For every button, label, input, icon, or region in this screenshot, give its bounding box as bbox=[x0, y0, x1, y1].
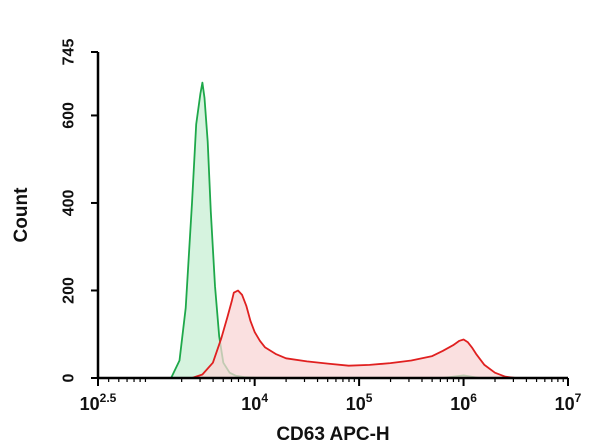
y-axis-title: Count bbox=[11, 187, 32, 243]
x-ticks: 102.5 104 105 106 107 bbox=[80, 378, 582, 414]
y-tick-label: 600 bbox=[61, 102, 78, 129]
x-tick-label: 105 bbox=[346, 391, 373, 414]
series-1-fill bbox=[171, 82, 506, 378]
x-tick-label: 106 bbox=[450, 391, 477, 414]
y-tick-label: 200 bbox=[61, 277, 78, 304]
y-tick-label: 745 bbox=[61, 39, 78, 66]
series-1-line bbox=[170, 81, 506, 379]
plot-area bbox=[170, 81, 516, 379]
y-tick-label: 0 bbox=[61, 373, 78, 382]
x-tick-label: 102.5 bbox=[80, 391, 117, 414]
y-ticks: 0 200 400 600 745 bbox=[61, 39, 98, 382]
x-tick-label: 107 bbox=[555, 391, 582, 414]
series-2-line bbox=[191, 289, 516, 379]
x-axis-title: CD63 APC-H bbox=[276, 424, 389, 445]
axes bbox=[96, 52, 568, 380]
x-tick-label: 104 bbox=[241, 391, 268, 414]
y-tick-label: 400 bbox=[61, 190, 78, 217]
series-2-fill bbox=[192, 290, 516, 378]
